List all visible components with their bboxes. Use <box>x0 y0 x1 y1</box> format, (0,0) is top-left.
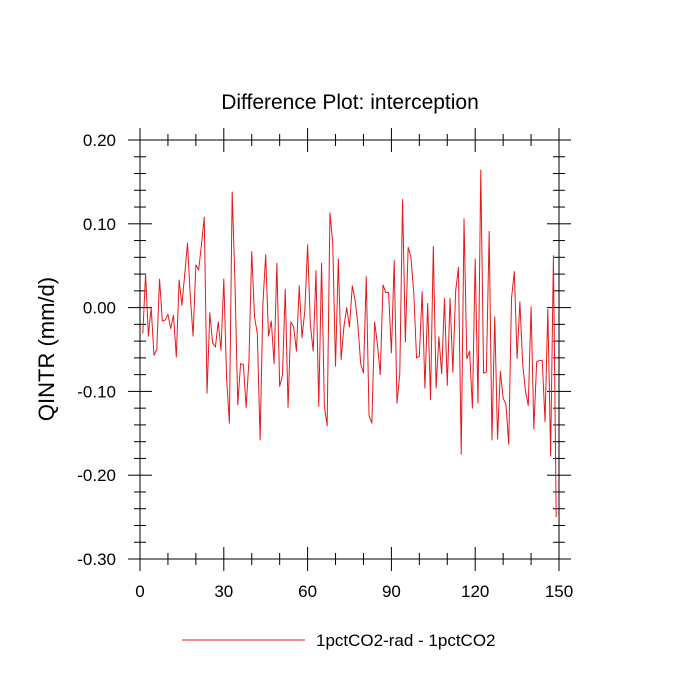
series-line-0 <box>142 169 557 518</box>
y-tick-label: 0.20 <box>83 131 116 150</box>
x-tick-label: 30 <box>214 582 233 601</box>
x-tick-label: 150 <box>545 582 573 601</box>
x-tick-label: 90 <box>382 582 401 601</box>
y-tick-label: -0.10 <box>77 382 116 401</box>
y-axis-label: QINTR (mm/d) <box>34 277 59 421</box>
series-lines <box>142 169 557 518</box>
plot-frame <box>139 139 560 560</box>
y-tick-label: -0.30 <box>77 550 116 569</box>
axis-ticks <box>128 128 571 571</box>
y-tick-label: -0.20 <box>77 466 116 485</box>
y-tick-label: 0.10 <box>83 215 116 234</box>
axis-tick-labels: 0 30 60 90 120 150 -0.30 -0.20 -0.10 0.00 0.10 0.20 <box>77 131 573 601</box>
chart-title: Difference Plot: interception <box>221 91 479 114</box>
x-tick-label: 120 <box>461 582 489 601</box>
legend-label: 1pctCO2-rad - 1pctCO2 <box>316 631 496 650</box>
x-tick-label: 60 <box>298 582 317 601</box>
y-tick-label: 0.00 <box>83 299 116 318</box>
x-tick-label: 0 <box>135 582 144 601</box>
legend: 1pctCO2-rad - 1pctCO2 <box>182 631 496 650</box>
